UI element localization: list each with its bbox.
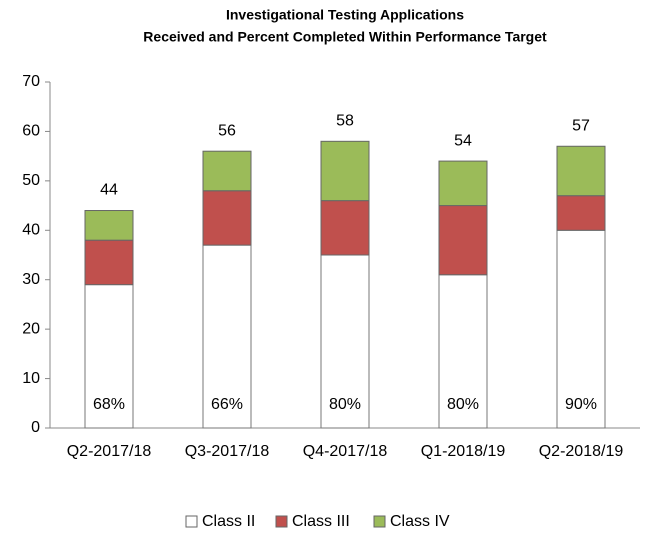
- y-tick-label: 20: [22, 320, 40, 337]
- bar-segment: [84, 239, 134, 286]
- legend-swatch: [373, 515, 386, 528]
- total-label: 56: [218, 122, 236, 139]
- bar-segment: [202, 150, 252, 192]
- percent-label: 68%: [93, 396, 125, 413]
- bar-segment: [556, 195, 606, 231]
- bar-segment: [556, 229, 606, 429]
- chart-title: Investigational Testing Applications: [226, 7, 464, 23]
- bar-segment: [320, 200, 370, 256]
- x-tick-label: Q2-2018/19: [539, 443, 624, 460]
- total-label: 44: [100, 182, 118, 199]
- bar-segment: [438, 274, 488, 429]
- x-tick-label: Q1-2018/19: [421, 443, 506, 460]
- bar-segment: [202, 244, 252, 429]
- bar-segment: [320, 140, 370, 202]
- y-tick-label: 10: [22, 370, 40, 387]
- bar-segment: [84, 210, 134, 241]
- y-tick-label: 0: [31, 419, 40, 436]
- percent-label: 80%: [329, 396, 361, 413]
- bar-segment: [320, 254, 370, 429]
- bar-segment: [438, 205, 488, 276]
- legend-swatch: [275, 515, 288, 528]
- total-label: 58: [336, 113, 354, 130]
- percent-label: 90%: [565, 396, 597, 413]
- legend-label: Class IV: [390, 513, 450, 530]
- bar-segment: [556, 145, 606, 197]
- bar-segment: [202, 190, 252, 246]
- legend-label: Class II: [202, 513, 255, 530]
- legend-label: Class III: [292, 513, 350, 530]
- y-tick-label: 30: [22, 271, 40, 288]
- y-tick-label: 60: [22, 123, 40, 140]
- legend-swatch: [185, 515, 198, 528]
- y-tick-label: 40: [22, 222, 40, 239]
- y-tick-label: 50: [22, 172, 40, 189]
- percent-label: 66%: [211, 396, 243, 413]
- x-tick-label: Q2-2017/18: [67, 443, 152, 460]
- percent-label: 80%: [447, 396, 479, 413]
- y-tick-label: 70: [22, 73, 40, 90]
- bar-segment: [438, 160, 488, 207]
- chart-subtitle: Received and Percent Completed Within Pe…: [143, 29, 547, 45]
- total-label: 57: [572, 117, 590, 134]
- x-tick-label: Q3-2017/18: [185, 443, 270, 460]
- x-tick-label: Q4-2017/18: [303, 443, 388, 460]
- total-label: 54: [454, 132, 472, 149]
